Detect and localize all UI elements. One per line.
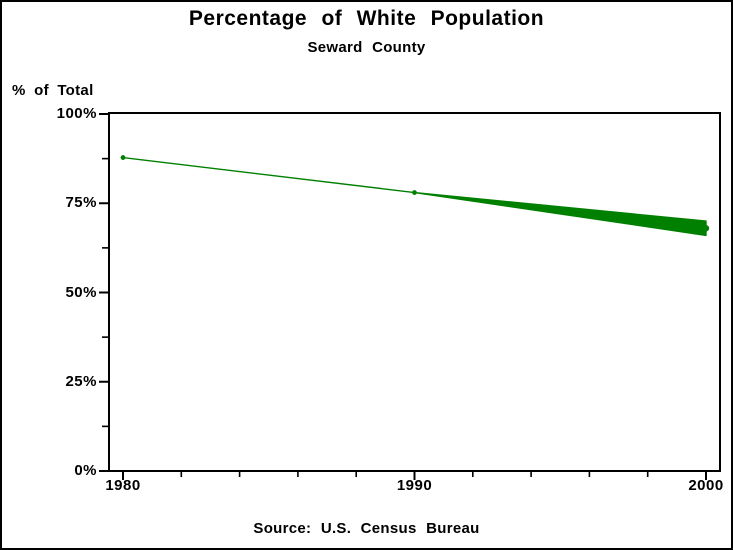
x-tick-label: 1990 [396, 477, 433, 494]
y-tick-label: 75% [65, 194, 97, 212]
y-tick-label: 50% [65, 283, 97, 301]
source-note: Source: U.S. Census Bureau [253, 520, 480, 537]
y-tick-label: 0% [74, 462, 97, 479]
y-tick-label: 25% [65, 372, 97, 390]
x-tick-label: 2000 [688, 477, 724, 494]
x-tick-label: 1980 [105, 477, 141, 494]
chart-title: Percentage of White Population [188, 7, 545, 30]
y-axis-title: % of Total [12, 82, 94, 99]
y-tick-label: 100% [56, 105, 97, 122]
chart-subtitle: Seward County [307, 39, 426, 56]
